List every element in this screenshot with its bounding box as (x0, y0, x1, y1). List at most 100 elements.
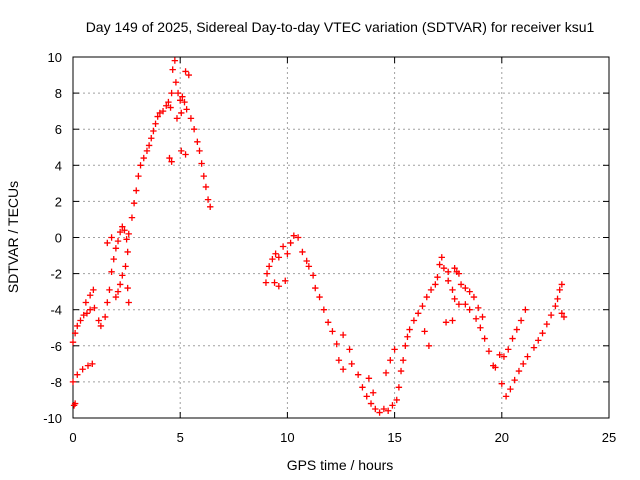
y-tick-label: -10 (43, 411, 62, 426)
data-point (363, 393, 370, 400)
data-point (500, 353, 508, 360)
data-point (145, 142, 153, 149)
y-tick-label: 10 (48, 50, 62, 65)
data-point (148, 135, 155, 142)
data-point (275, 283, 283, 290)
data-point (511, 376, 518, 384)
data-point (200, 172, 207, 180)
data-point (376, 409, 383, 416)
data-point (404, 333, 411, 340)
data-point (399, 357, 407, 364)
data-point (391, 346, 398, 353)
data-point (163, 102, 170, 109)
data-point (82, 299, 90, 306)
data-point (112, 245, 120, 252)
data-point (104, 239, 111, 247)
x-tick-label: 5 (177, 430, 184, 445)
data-point (427, 286, 435, 294)
data-point (196, 147, 203, 155)
data-point (198, 160, 205, 167)
data-point (530, 344, 538, 351)
data-point (125, 299, 132, 306)
data-point (558, 281, 566, 288)
data-point (265, 263, 273, 270)
chart-title: Day 149 of 2025, Sidereal Day-to-day VTE… (86, 19, 595, 35)
data-point (402, 342, 409, 349)
data-point (79, 366, 86, 373)
data-point (558, 310, 566, 317)
data-point (449, 286, 456, 294)
data-point (272, 250, 279, 257)
data-point (367, 400, 375, 407)
data-point (382, 369, 390, 377)
y-tick-labels: -10 -8 -6 -4 -2 0 2 4 6 8 10 (43, 50, 62, 426)
data-point (116, 281, 124, 288)
data-point (110, 255, 117, 263)
data-point (130, 200, 138, 207)
data-point (312, 284, 319, 292)
data-point (179, 93, 186, 100)
data-point (177, 97, 184, 104)
data-point (299, 248, 306, 256)
data-point (269, 255, 276, 263)
plot-frame (72, 56, 610, 419)
data-point (436, 261, 443, 268)
data-point (119, 223, 126, 230)
data-point (156, 109, 164, 117)
data-point (74, 371, 81, 378)
data-point (83, 310, 91, 317)
data-point (470, 293, 478, 301)
x-tick-label: 0 (69, 430, 76, 445)
data-point (294, 234, 302, 241)
data-point (554, 295, 561, 303)
data-point (123, 236, 130, 243)
data-point (104, 299, 111, 306)
data-point (171, 57, 179, 64)
data-point (89, 360, 96, 368)
data-point (168, 89, 175, 97)
data-point (547, 311, 555, 319)
data-point (466, 306, 473, 313)
data-point (178, 147, 185, 155)
data-point (150, 127, 157, 135)
data-point (173, 115, 181, 122)
data-point (365, 375, 373, 382)
data-point (74, 322, 81, 330)
data-point (434, 274, 441, 281)
y-tick-label: -8 (50, 375, 62, 390)
data-point (451, 295, 458, 303)
data-point (119, 272, 126, 279)
data-point (204, 196, 212, 203)
data-point (309, 272, 317, 279)
data-point (166, 154, 173, 162)
y-tick-label: -2 (50, 267, 62, 282)
data-point (466, 288, 473, 295)
data-point (114, 237, 122, 245)
data-point (333, 340, 340, 348)
data-point (524, 353, 531, 360)
data-point (97, 322, 105, 330)
data-point (190, 126, 198, 133)
data-point (397, 367, 405, 375)
data-point (432, 281, 439, 288)
data-point (69, 338, 77, 346)
data-point (159, 107, 167, 115)
data-point (108, 234, 115, 241)
data-point (372, 405, 379, 413)
data-point (455, 301, 463, 308)
y-tick-label: 8 (55, 86, 62, 101)
data-point (421, 328, 428, 335)
data-point (348, 360, 355, 368)
data-point (329, 328, 336, 335)
data-point (316, 293, 323, 301)
data-point (101, 313, 109, 321)
data-point (303, 257, 310, 265)
data-point (133, 187, 140, 194)
data-point (509, 335, 516, 342)
data-point (284, 250, 291, 257)
data-point (135, 172, 142, 180)
data-point (406, 326, 413, 333)
data-point (387, 357, 394, 364)
data-point (86, 306, 94, 313)
